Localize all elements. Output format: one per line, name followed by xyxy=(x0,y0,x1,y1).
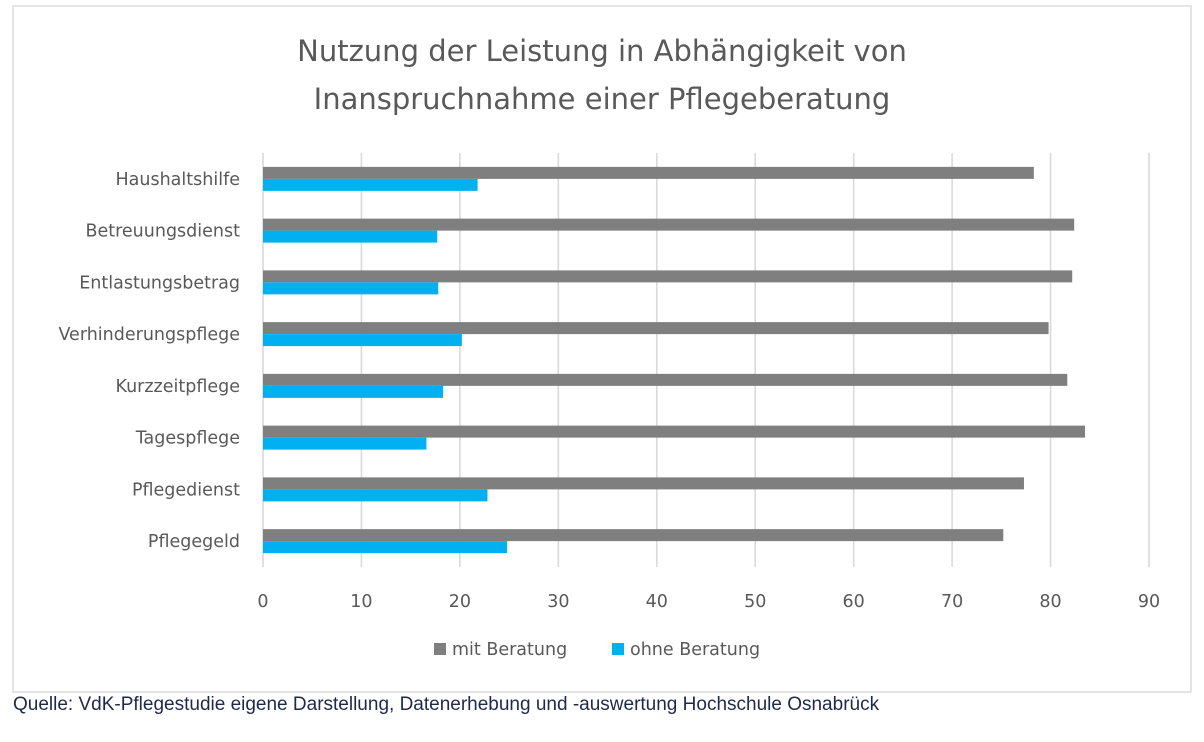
legend-swatch-ohne-beratung xyxy=(612,643,624,655)
category-label: Kurzzeitpflege xyxy=(115,377,240,397)
x-tick-label: 50 xyxy=(744,592,766,612)
x-tick-label: 80 xyxy=(1039,592,1061,612)
chart-title: Nutzung der Leistung in Abhängigkeit von… xyxy=(297,34,907,116)
bar-ohne-beratung xyxy=(263,178,478,191)
bar-mit-beratung xyxy=(263,166,1034,179)
bar-mit-beratung xyxy=(263,270,1073,283)
bar-mit-beratung xyxy=(263,529,1004,542)
bar-mit-beratung xyxy=(263,425,1086,438)
x-tick-label: 60 xyxy=(843,592,865,612)
category-label: Entlastungsbetrag xyxy=(79,273,240,293)
bar-mit-beratung xyxy=(263,477,1024,490)
x-tick-label: 0 xyxy=(257,592,268,612)
bar-mit-beratung xyxy=(263,218,1075,231)
bars xyxy=(263,166,1086,554)
x-tick-label: 20 xyxy=(449,592,471,612)
x-tick-label: 10 xyxy=(350,592,372,612)
source-note: Quelle: VdK-Pflegestudie eigene Darstell… xyxy=(13,694,880,715)
category-label: Tagespflege xyxy=(135,429,240,449)
x-tick-label: 70 xyxy=(941,592,963,612)
category-label: Betreuungsdienst xyxy=(85,222,240,242)
category-label: Haushaltshilfe xyxy=(116,170,241,190)
category-label: Pflegegeld xyxy=(148,532,240,552)
gridlines xyxy=(262,153,1150,567)
chart-frame xyxy=(12,5,1192,693)
bar-ohne-beratung xyxy=(263,334,462,347)
chart-title-line-2: Inanspruchnahme einer Pflegeberatung xyxy=(314,82,891,116)
legend-swatch-mit-beratung xyxy=(434,643,446,655)
legend-label: mit Beratung xyxy=(452,640,567,660)
bar-ohne-beratung xyxy=(263,385,444,398)
bar-mit-beratung xyxy=(263,322,1049,335)
x-tick-label: 90 xyxy=(1138,592,1160,612)
x-tick-label: 40 xyxy=(646,592,668,612)
legend-label: ohne Beratung xyxy=(630,640,760,660)
bar-ohne-beratung xyxy=(263,230,438,243)
bar-ohne-beratung xyxy=(263,282,439,295)
value-axis: 0 10 20 30 40 50 60 70 80 90 xyxy=(257,592,1160,612)
category-label: Pflegedienst xyxy=(132,480,240,500)
legend: mit Beratung ohne Beratung xyxy=(434,640,760,660)
bar-ohne-beratung xyxy=(263,541,508,554)
bar-mit-beratung xyxy=(263,373,1068,386)
bar-ohne-beratung xyxy=(263,489,488,502)
category-axis: Haushaltshilfe Betreuungsdienst Entlastung… xyxy=(58,170,240,552)
category-label: Verhinderungspflege xyxy=(58,325,240,345)
x-tick-label: 30 xyxy=(547,592,569,612)
bar-ohne-beratung xyxy=(263,437,427,450)
chart-title-line-1: Nutzung der Leistung in Abhängigkeit von xyxy=(297,34,907,68)
